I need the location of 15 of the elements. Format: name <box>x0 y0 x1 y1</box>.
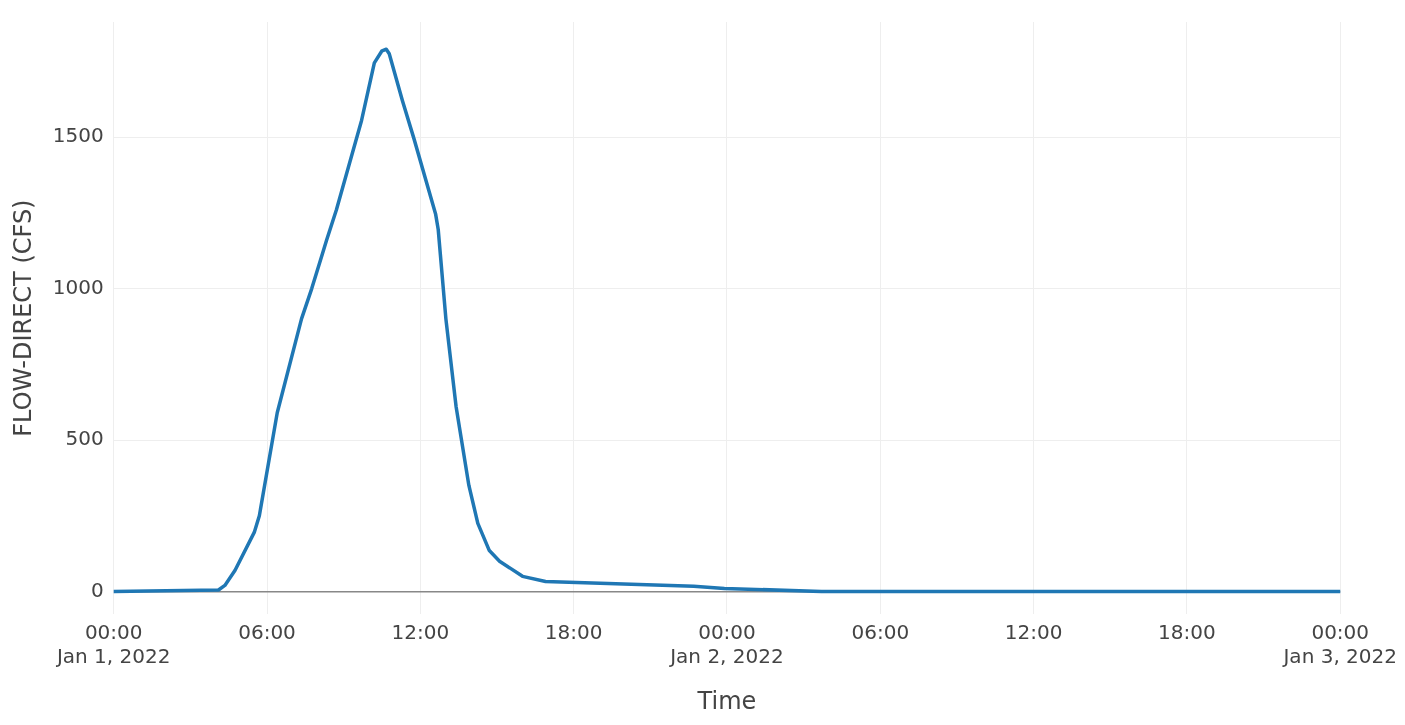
x-axis-title: Time <box>696 686 757 715</box>
x-tick-label: 00:00 Jan 2, 2022 <box>668 620 784 669</box>
x-tick-label: 00:00 Jan 1, 2022 <box>54 620 171 669</box>
x-tick-label: 12:00 <box>1004 620 1063 645</box>
x-tick-label: 00:00 Jan 3, 2022 <box>1281 620 1397 669</box>
y-tick-label: 1500 <box>52 123 104 148</box>
x-tick-label: 18:00 <box>544 620 603 645</box>
x-tick-label: 12:00 <box>391 620 450 645</box>
x-tick-label: 06:00 <box>851 620 910 645</box>
x-tick-label: 06:00 <box>238 620 296 645</box>
x-tick-label: 18:00 <box>1158 620 1216 645</box>
y-tick-label: 500 <box>65 426 104 451</box>
y-axis-title: FLOW-DIRECT (CFS) <box>8 199 37 437</box>
y-tick-label: 0 <box>90 577 104 602</box>
y-tick-label: 1000 <box>52 274 104 299</box>
